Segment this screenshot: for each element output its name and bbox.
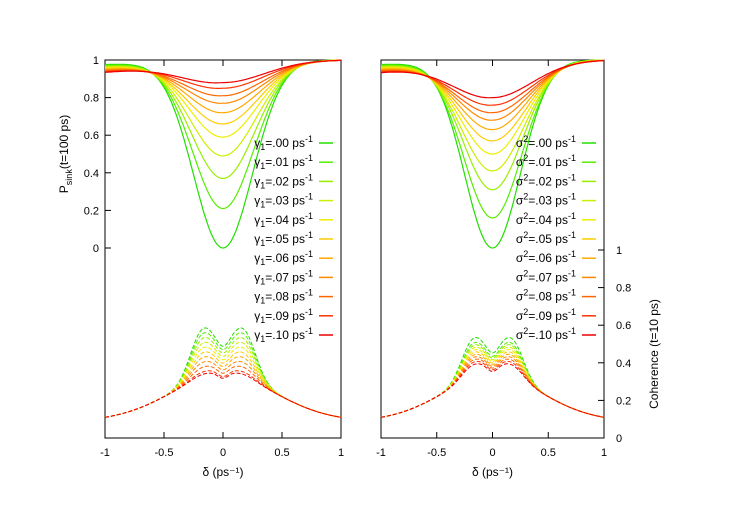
legend-label: γ1=.05 ps-1 bbox=[254, 230, 313, 248]
coherence-line-.07 bbox=[104, 361, 342, 418]
x-tick-label: -1 bbox=[376, 447, 386, 459]
x-tick-label: -1 bbox=[100, 447, 110, 459]
coherence-line-.08 bbox=[380, 358, 605, 418]
chart-panel-1: -1 -0.5 0 0.5 1 δ (ps⁻¹) 0 0.2 0.4 0.6 0.8 1 Psink(t… bbox=[57, 55, 344, 479]
coherence-line-.03 bbox=[380, 346, 605, 418]
coherence-line-.02 bbox=[380, 344, 605, 418]
y-tick-label: 1 bbox=[93, 55, 99, 67]
y-tick-label: 0.2 bbox=[84, 205, 99, 217]
coherence-line-.06 bbox=[104, 356, 342, 418]
y2-tick-label: 0.2 bbox=[616, 395, 631, 407]
legend-label: γ1=.09 ps-1 bbox=[254, 307, 313, 325]
y-tick-label: 0.6 bbox=[84, 130, 99, 142]
legend-label: γ1=.02 ps-1 bbox=[254, 172, 313, 190]
legend-label: γ1=.10 ps-1 bbox=[254, 326, 313, 344]
legend-label: γ1=.07 ps-1 bbox=[254, 268, 313, 286]
y-tick-label: 0 bbox=[93, 243, 99, 255]
coherence-line-.09 bbox=[380, 361, 605, 418]
x-tick-label: 1 bbox=[338, 447, 344, 459]
legend-label: γ1=.04 ps-1 bbox=[254, 211, 313, 229]
legend-label: σ2=.10 ps-1 bbox=[516, 326, 576, 342]
legend-label: γ1=.00 ps-1 bbox=[254, 134, 313, 152]
legend-label: σ2=.03 ps-1 bbox=[516, 192, 576, 208]
y2-tick-label: 1 bbox=[616, 245, 622, 257]
coherence-line-.10 bbox=[104, 372, 342, 418]
y2-tick-label: 0.6 bbox=[616, 320, 631, 332]
legend-label: σ2=.09 ps-1 bbox=[516, 307, 576, 323]
coherence-line-.08 bbox=[104, 365, 342, 418]
legend-label: σ2=.02 ps-1 bbox=[516, 172, 576, 188]
y2-tick-label: 0.8 bbox=[616, 283, 631, 295]
coherence-line-.07 bbox=[380, 356, 605, 418]
series-group bbox=[380, 59, 605, 418]
x-tick-label: 0 bbox=[489, 447, 495, 459]
y-tick-label: 0.4 bbox=[84, 168, 99, 180]
y-tick-label: 0.8 bbox=[84, 93, 99, 105]
legend-label: γ1=.01 ps-1 bbox=[254, 153, 313, 171]
psink-line-.10 bbox=[104, 59, 341, 84]
legend-label: σ2=.04 ps-1 bbox=[516, 211, 576, 227]
coherence-line-.00 bbox=[380, 336, 605, 418]
coherence-line-.04 bbox=[104, 346, 342, 418]
legend-label: σ2=.07 ps-1 bbox=[516, 268, 576, 284]
y-axis-label: Psink(t=100 ps) bbox=[57, 115, 74, 193]
x-tick-label: -0.5 bbox=[155, 447, 174, 459]
coherence-line-.01 bbox=[380, 341, 605, 418]
x-tick-label: -0.5 bbox=[427, 447, 446, 459]
legend-label: σ2=.08 ps-1 bbox=[516, 288, 576, 304]
series-group bbox=[104, 59, 342, 418]
chart-panel-2: -1 -0.5 0 0.5 1 δ (ps⁻¹) 0 0.2 0.4 0.6 0.8 1 Coheren… bbox=[376, 59, 661, 479]
y2-axis-label: Coherence (t=10 ps) bbox=[647, 299, 661, 409]
coherence-line-.00 bbox=[104, 327, 342, 418]
coherence-line-.01 bbox=[104, 332, 342, 418]
x-axis-label: δ (ps⁻¹) bbox=[472, 465, 513, 479]
y2-tick-label: 0.4 bbox=[616, 358, 631, 370]
legend-label: σ2=.06 ps-1 bbox=[516, 249, 576, 265]
legend-label: γ1=.03 ps-1 bbox=[254, 192, 313, 210]
psink-line-.10 bbox=[381, 60, 605, 99]
legend-label: γ1=.06 ps-1 bbox=[254, 249, 313, 267]
x-tick-label: 0 bbox=[220, 447, 226, 459]
legend-label: γ1=.08 ps-1 bbox=[254, 288, 313, 306]
legend: γ1=.00 ps-1γ1=.01 ps-1γ1=.02 ps-1 γ1=.03 … bbox=[254, 134, 333, 344]
legend-label: σ2=.00 ps-1 bbox=[516, 134, 576, 150]
legend-label: σ2=.01 ps-1 bbox=[516, 153, 576, 169]
psink-line-.02 bbox=[381, 59, 605, 191]
coherence-line-.03 bbox=[104, 341, 342, 418]
x-tick-label: 0.5 bbox=[274, 447, 289, 459]
coherence-line-.02 bbox=[104, 336, 342, 418]
legend-label: σ2=.05 ps-1 bbox=[516, 230, 576, 246]
coherence-line-.10 bbox=[380, 363, 605, 418]
x-tick-label: 1 bbox=[601, 447, 607, 459]
x-axis-label: δ (ps⁻¹) bbox=[202, 465, 243, 479]
y2-tick-label: 0 bbox=[616, 433, 622, 445]
legend: σ2=.00 ps-1 σ2=.01 ps-1 σ2=.02 ps-1 σ2=.03 … bbox=[516, 134, 596, 342]
x-tick-label: 0.5 bbox=[541, 447, 556, 459]
